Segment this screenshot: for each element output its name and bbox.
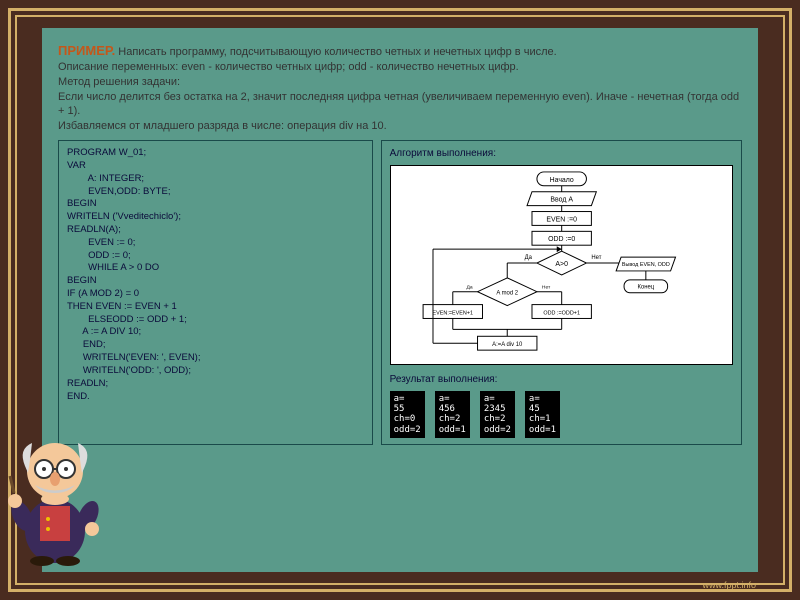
fc-odd-init: ODD :=0 xyxy=(548,236,575,243)
code-panel: PROGRAM W_01; VAR A: INTEGER; EVEN,ODD: … xyxy=(58,140,373,445)
fc-input: Ввод A xyxy=(550,196,573,203)
desc-line-5: Избавляемся от младшего разряда в числе:… xyxy=(58,120,387,132)
desc-line-2: Описание переменных: even - количество ч… xyxy=(58,61,519,73)
footer-link[interactable]: www.fppt.info xyxy=(702,580,756,590)
content-area: ПРИМЕР. Написать программу, подсчитывающ… xyxy=(42,28,758,572)
result-box: a= 55 ch=0 odd=2 xyxy=(390,391,425,438)
fc-output: Вывод EVEN, ODD xyxy=(622,262,670,268)
fc-no: Нет xyxy=(591,255,601,261)
fc-start: Начало xyxy=(549,176,573,183)
fc-even-inc: EVEN:=EVEN+1 xyxy=(432,310,473,316)
fc-cond-mod: A mod 2 xyxy=(496,290,518,296)
result-label: Результат выполнения: xyxy=(390,373,733,387)
fc-cond-a: A>0 xyxy=(555,261,568,268)
fc-even-init: EVEN :=0 xyxy=(546,216,577,223)
fc-odd-inc: ODD :=ODD+1 xyxy=(543,310,580,316)
result-box: a= 456 ch=2 odd=1 xyxy=(435,391,470,438)
result-box: a= 45 ch=1 odd=1 xyxy=(525,391,560,438)
desc-line-3: Метод решения задачи: xyxy=(58,76,180,88)
desc-line-1: Написать программу, подсчитывающую колич… xyxy=(115,46,556,58)
fc-yes-2: Да xyxy=(466,284,472,290)
fc-yes: Да xyxy=(524,255,532,261)
pascal-code: PROGRAM W_01; VAR A: INTEGER; EVEN,ODD: … xyxy=(67,147,364,403)
result-box: a= 2345 ch=2 odd=2 xyxy=(480,391,515,438)
result-panel: Алгоритм выполнения: Начало Ввод A EVEN … xyxy=(381,140,742,445)
results-row: a= 55 ch=0 odd=2 a= 456 ch=2 odd=1 a= 23… xyxy=(390,391,733,438)
fc-div: A:=A div 10 xyxy=(492,342,523,348)
fc-no-2: Нет xyxy=(542,284,551,290)
desc-line-4: Если число делится без остатка на 2, зна… xyxy=(58,91,739,118)
algorithm-label: Алгоритм выполнения: xyxy=(390,147,733,161)
example-title: ПРИМЕР. xyxy=(58,43,115,58)
fc-end: Конец xyxy=(637,284,654,290)
flowchart-diagram: Начало Ввод A EVEN :=0 ODD :=0 A>0 Да Не… xyxy=(390,165,733,365)
panels-row: PROGRAM W_01; VAR A: INTEGER; EVEN,ODD: … xyxy=(58,140,742,445)
description-text: ПРИМЕР. Написать программу, подсчитывающ… xyxy=(58,42,742,134)
professor-icon xyxy=(0,421,110,566)
